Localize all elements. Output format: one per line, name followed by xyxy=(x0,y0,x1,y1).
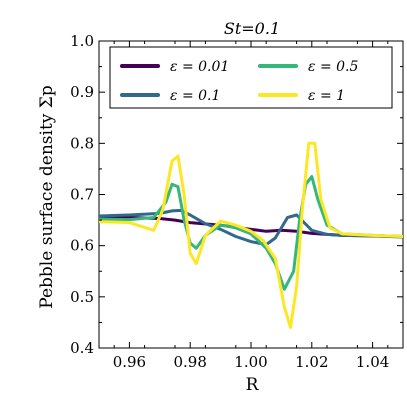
x-tick-label: 1.00 xyxy=(234,353,267,371)
y-axis-title: Pebble surface density Σp xyxy=(37,85,57,309)
y-tick-label: 0.7 xyxy=(70,186,94,204)
legend-label-1: ε = 0.1 xyxy=(170,88,220,104)
legend-label-2: ε = 0.5 xyxy=(308,59,359,75)
chart-title: St=0.1 xyxy=(224,19,280,38)
series-line-3 xyxy=(99,141,403,329)
y-tick-label: 1.0 xyxy=(70,32,94,50)
y-tick-label: 0.9 xyxy=(70,83,94,101)
x-axis-title: R xyxy=(246,375,260,395)
y-tick-label: 0.8 xyxy=(70,134,94,152)
x-axis: 0.96 0.98 1.00 1.02 1.04 xyxy=(113,41,389,371)
legend-label-3: ε = 1 xyxy=(308,88,345,104)
legend-label-0: ε = 0.01 xyxy=(170,59,229,75)
series-line-2 xyxy=(99,175,403,291)
y-tick-label: 0.5 xyxy=(70,288,94,306)
x-tick-label: 0.96 xyxy=(113,353,146,371)
x-tick-label: 1.02 xyxy=(295,353,328,371)
y-axis: 0.4 0.5 0.6 0.7 0.8 0.9 1.0 xyxy=(70,32,403,357)
x-tick-label: 0.98 xyxy=(173,353,206,371)
legend: ε = 0.01 ε = 0.1 ε = 0.5 ε = 1 xyxy=(109,46,393,109)
legend-box xyxy=(109,46,393,109)
y-tick-label: 0.4 xyxy=(70,339,94,357)
x-tick-label: 1.04 xyxy=(356,353,389,371)
y-tick-label: 0.6 xyxy=(70,237,94,255)
series-line-1 xyxy=(99,208,403,247)
